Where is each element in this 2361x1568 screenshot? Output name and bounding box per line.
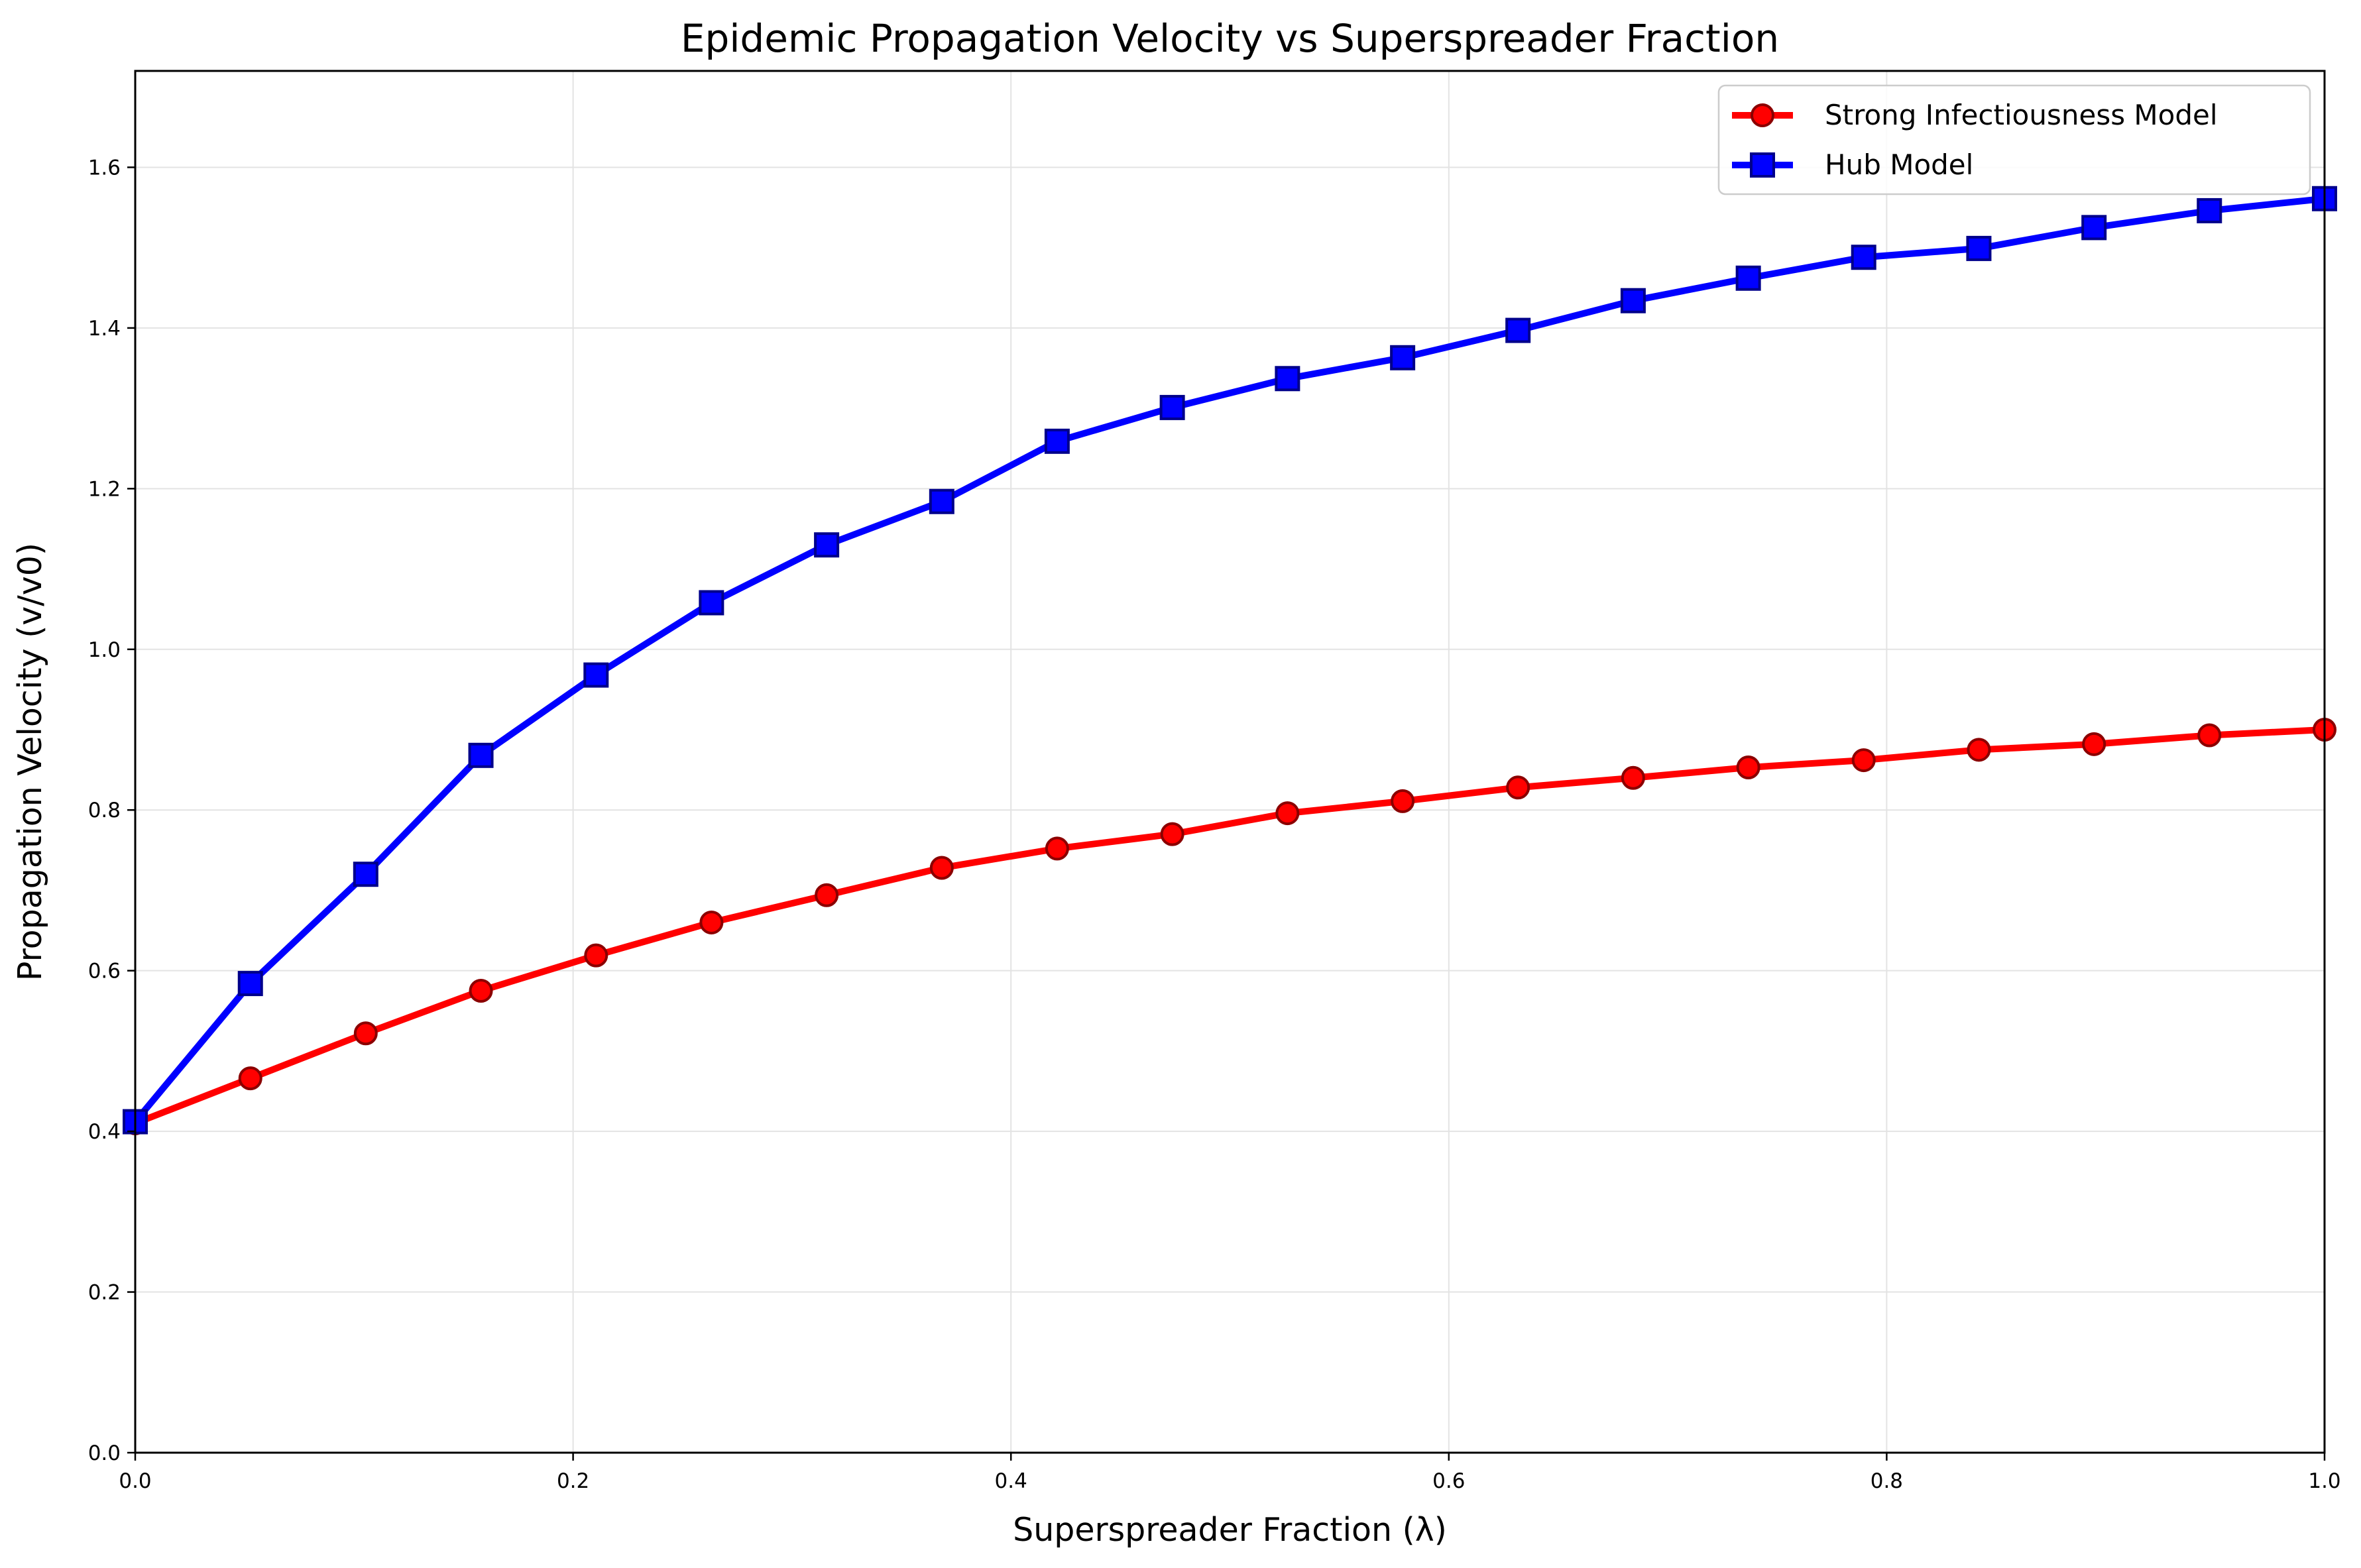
data-point — [468, 742, 494, 768]
data-point — [1851, 245, 1876, 270]
series-strong-infectiousness-model — [123, 718, 2336, 1135]
data-point — [699, 590, 724, 616]
y-axis-label: Propagation Velocity (v/v0) — [11, 543, 49, 981]
x-tick-label: 0.0 — [119, 1469, 151, 1493]
y-tick-label: 0.8 — [88, 799, 121, 822]
data-point — [583, 662, 609, 688]
legend-label: Strong Infectiousness Model — [1825, 99, 2218, 131]
data-point — [1275, 366, 1300, 392]
data-point — [1851, 748, 1876, 773]
y-tick-label: 1.2 — [88, 477, 121, 501]
data-point — [929, 488, 954, 514]
x-tick-label: 0.8 — [1871, 1469, 1903, 1493]
legend-item: Hub Model — [1732, 148, 1973, 181]
data-point — [699, 910, 724, 934]
series-layer — [123, 186, 2337, 1135]
data-point — [1044, 428, 1070, 454]
data-point — [1390, 345, 1416, 370]
y-tick-label: 1.0 — [88, 638, 121, 662]
y-tick-label: 1.4 — [88, 317, 121, 341]
data-point — [1275, 801, 1300, 826]
data-point — [1045, 836, 1069, 861]
legend-box — [1717, 84, 2311, 196]
y-tick-label: 0.2 — [88, 1281, 121, 1305]
x-tick-label: 0.4 — [995, 1469, 1027, 1493]
data-point — [2197, 723, 2222, 748]
x-tick-label: 0.6 — [1432, 1469, 1465, 1493]
data-point — [1967, 738, 1991, 762]
data-point — [1620, 288, 1646, 313]
legend-label: Hub Model — [1825, 148, 1973, 181]
legend: Strong Infectiousness Model Hub Model — [1717, 84, 2311, 196]
data-point — [584, 943, 608, 968]
data-point — [238, 1066, 262, 1091]
data-point — [815, 883, 839, 907]
chart-title: Epidemic Propagation Velocity vs Supersp… — [681, 16, 1779, 61]
y-tick-label: 0.4 — [88, 1120, 121, 1144]
x-tick-label: 0.2 — [557, 1469, 589, 1493]
plot-frame — [134, 70, 2326, 1454]
data-point — [1160, 822, 1184, 846]
data-point — [1505, 317, 1531, 343]
y-tick-label: 0.0 — [88, 1441, 121, 1465]
series-hub-model — [123, 186, 2337, 1135]
x-axis-label: Superspreader Fraction (λ) — [1013, 1511, 1447, 1549]
series-line — [134, 726, 2325, 1127]
data-point — [469, 978, 493, 1003]
legend-marker — [1751, 103, 1774, 127]
data-point — [1735, 265, 1761, 291]
data-point — [814, 532, 840, 558]
y-tick-label: 0.6 — [88, 960, 121, 983]
data-point — [929, 856, 954, 880]
data-point — [1506, 775, 1530, 800]
data-point — [353, 1021, 378, 1046]
data-point — [2082, 732, 2106, 756]
x-tick-label: 1.0 — [2308, 1469, 2340, 1493]
data-point — [353, 862, 378, 887]
data-point — [1621, 765, 1645, 790]
series-line — [133, 195, 2325, 1124]
data-point — [2197, 197, 2222, 223]
y-tick-label: 1.6 — [88, 156, 121, 180]
data-point — [1736, 755, 1760, 779]
data-point — [2081, 215, 2107, 241]
data-point — [1966, 235, 1992, 261]
data-point — [1391, 789, 1415, 813]
axis-ticks: 0.0 0.2 0.4 0.6 0.8 1.0 0.0 0.2 0.4 0.6 0.8 1.0 1.2 1… — [88, 156, 2341, 1493]
data-point — [237, 971, 263, 997]
data-point — [1159, 394, 1185, 420]
legend-marker — [1750, 152, 1775, 178]
legend-item: Strong Infectiousness Model — [1732, 99, 2218, 131]
